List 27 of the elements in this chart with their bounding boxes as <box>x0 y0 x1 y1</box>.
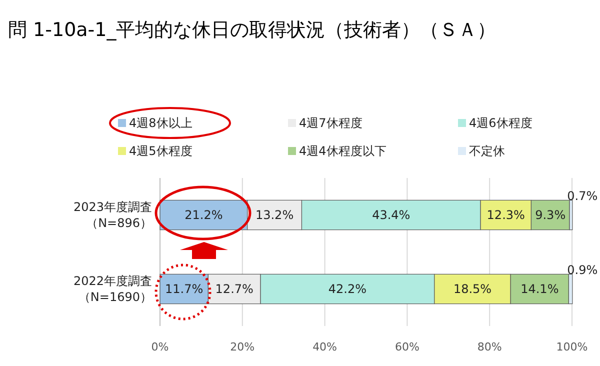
legend-label: 不定休 <box>469 144 505 158</box>
legend-label: 4週8休以上 <box>129 116 192 130</box>
legend-label: 4週4休程度以下 <box>299 144 386 158</box>
data-label: 12.3% <box>486 208 525 222</box>
data-label: 0.9% <box>567 263 598 278</box>
data-label: 21.2% <box>184 208 223 222</box>
data-label: 43.4% <box>372 208 410 222</box>
data-label: 13.2% <box>255 208 294 222</box>
data-label: 9.3% <box>535 208 566 222</box>
x-tick-label: 100% <box>556 340 588 354</box>
y-tick-label: 2023年度調査（N=896） <box>73 200 152 230</box>
x-tick-label: 20% <box>230 340 255 354</box>
data-label: 11.7% <box>165 282 204 296</box>
data-label: 42.2% <box>328 282 367 296</box>
data-label: 12.7% <box>215 282 254 296</box>
legend-label: 4週5休程度 <box>129 144 192 158</box>
x-tick-label: 0% <box>151 340 169 354</box>
data-label: 0.7% <box>567 189 598 204</box>
data-label: 14.1% <box>520 282 559 296</box>
x-tick-label: 40% <box>312 340 338 354</box>
legend-label: 4週6休程度 <box>469 116 532 130</box>
x-tick-label: 60% <box>394 340 420 354</box>
legend-label: 4週7休程度 <box>299 116 362 130</box>
data-label: 18.5% <box>453 282 492 296</box>
y-tick-label: 2022年度調査（N=1690） <box>73 274 152 304</box>
chart-title: 問 1-10a-1_平均的な休日の取得状況（技術者）（ＳＡ） <box>8 19 496 41</box>
x-tick-label: 80% <box>477 340 502 354</box>
